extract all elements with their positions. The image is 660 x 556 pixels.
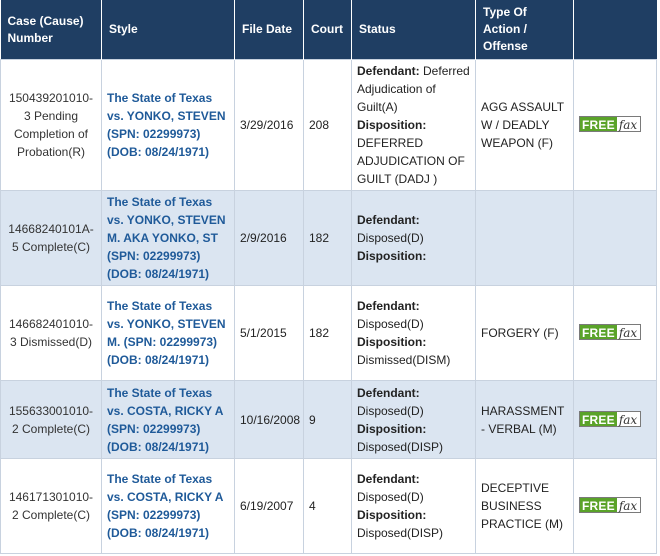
offense-cell: DECEPTIVE BUSINESS PRACTICE (M) [475, 458, 574, 554]
case-style-link[interactable]: The State of Texas vs. YONKO, STEVEN M. … [107, 195, 226, 281]
court-cell: 9 [303, 380, 352, 459]
free-fax-button[interactable]: FREE fax [579, 497, 642, 513]
defendant-label: Defendant: [357, 299, 420, 313]
case-number-cell: 14668240101A-5 Complete(C) [0, 190, 102, 286]
status-cell: Defendant: Disposed(D) Disposition: Disp… [351, 380, 476, 459]
fax-cell: FREE fax [573, 380, 657, 459]
defendant-status: Deferred Adjudication of Guilt(A) [357, 64, 470, 114]
defendant-label: Defendant: [357, 385, 420, 400]
defendant-status: Disposed(D) [357, 231, 424, 245]
col-header-style: Style [101, 0, 235, 60]
free-fax-button[interactable]: FREE fax [579, 116, 642, 132]
fax-cell: FREE fax [573, 59, 657, 191]
style-cell: The State of Texas vs. YONKO, STEVEN (SP… [101, 59, 235, 191]
style-cell: The State of Texas vs. COSTA, RICKY A (S… [101, 380, 235, 459]
col-header-type-of-action: Type Of Action / Offense [475, 0, 574, 60]
defendant-status: Disposed(D) [357, 490, 424, 504]
offense-cell: AGG ASSAULT W / DEADLY WEAPON (F) [475, 59, 574, 191]
case-number-cell: 146171301010-2 Complete(C) [0, 458, 102, 554]
disposition-status: Dismissed(DISM) [357, 353, 451, 367]
defendant-label: Defendant: [357, 472, 420, 486]
free-fax-button[interactable]: FREE fax [579, 324, 642, 340]
status-cell: Defendant: Disposed(D) Disposition: Dism… [351, 285, 476, 381]
free-fax-label-fax: fax [616, 411, 641, 427]
case-style-link[interactable]: The State of Texas vs. COSTA, RICKY A (S… [107, 385, 224, 454]
fax-cell [573, 190, 657, 286]
free-fax-label-free: FREE [580, 498, 617, 513]
disposition-status: Disposed(DISP) [357, 526, 444, 540]
free-fax-label-free: FREE [580, 411, 617, 427]
style-cell: The State of Texas vs. COSTA, RICKY A (S… [101, 458, 235, 554]
free-fax-label-free: FREE [580, 325, 617, 340]
col-header-court: Court [303, 0, 352, 60]
free-fax-button[interactable]: FREE fax [579, 410, 642, 427]
col-header-case-number: Case (Cause) Number [0, 0, 102, 60]
free-fax-label-free: FREE [580, 117, 617, 132]
offense-cell: FORGERY (F) [475, 285, 574, 381]
table-row: 14668240101A-5 Complete(C) The State of … [0, 190, 657, 286]
case-number-cell: 155633001010-2 Complete(C) [0, 380, 102, 459]
case-style-link[interactable]: The State of Texas vs. YONKO, STEVEN M. … [107, 299, 226, 367]
court-cell: 182 [303, 285, 352, 381]
defendant-label: Defendant: [357, 213, 420, 227]
file-date-cell: 6/19/2007 [234, 458, 304, 554]
court-cell: 4 [303, 458, 352, 554]
defendant-status: Disposed(D) [357, 317, 424, 331]
disposition-label: Disposition: [357, 118, 427, 132]
disposition-label: Disposition: [357, 249, 427, 263]
court-cell: 208 [303, 59, 352, 191]
table-row: 146171301010-2 Complete(C) The State of … [0, 458, 657, 554]
disposition-label: Disposition: [357, 421, 427, 436]
style-cell: The State of Texas vs. YONKO, STEVEN M. … [101, 190, 235, 286]
disposition-label: Disposition: [357, 335, 427, 349]
case-style-link[interactable]: The State of Texas vs. YONKO, STEVEN (SP… [107, 91, 226, 159]
status-cell: Defendant: Deferred Adjudication of Guil… [351, 59, 476, 191]
status-cell: Defendant: Disposed(D) Disposition: Disp… [351, 458, 476, 554]
col-header-file-date: File Date [234, 0, 304, 60]
offense-cell [475, 190, 574, 286]
disposition-status: Disposed(DISP) [357, 439, 444, 454]
fax-cell: FREE fax [573, 458, 657, 554]
disposition-status: DEFERRED ADJUDICATION OF GUILT (DADJ ) [357, 136, 465, 186]
file-date-cell: 10/16/2008 [234, 380, 304, 459]
free-fax-label-fax: fax [616, 498, 641, 513]
table-row: 146682401010-3 Dismissed(D) The State of… [0, 285, 657, 381]
defendant-status: Disposed(D) [357, 403, 424, 418]
style-cell: The State of Texas vs. YONKO, STEVEN M. … [101, 285, 235, 381]
file-date-cell: 2/9/2016 [234, 190, 304, 286]
free-fax-label-fax: fax [616, 325, 641, 340]
table-row: 155633001010-2 Complete(C) The State of … [0, 380, 657, 459]
court-cell: 182 [303, 190, 352, 286]
defendant-label: Defendant: [357, 64, 420, 78]
status-cell: Defendant: Disposed(D) Disposition: [351, 190, 476, 286]
case-number-cell: 146682401010-3 Dismissed(D) [0, 285, 102, 381]
file-date-cell: 3/29/2016 [234, 59, 304, 191]
case-style-link[interactable]: The State of Texas vs. COSTA, RICKY A (S… [107, 472, 224, 540]
table-header-row: Case (Cause) Number Style File Date Cour… [0, 0, 657, 60]
col-header-status: Status [351, 0, 476, 60]
free-fax-label-fax: fax [616, 117, 641, 132]
col-header-fax [573, 0, 657, 60]
fax-cell: FREE fax [573, 285, 657, 381]
case-number-cell: 150439201010-3 Pending Completion of Pro… [0, 59, 102, 191]
offense-cell: HARASSMENT - VERBAL (M) [475, 380, 574, 459]
table-row: 150439201010-3 Pending Completion of Pro… [0, 59, 657, 191]
file-date-cell: 5/1/2015 [234, 285, 304, 381]
disposition-label: Disposition: [357, 508, 427, 522]
